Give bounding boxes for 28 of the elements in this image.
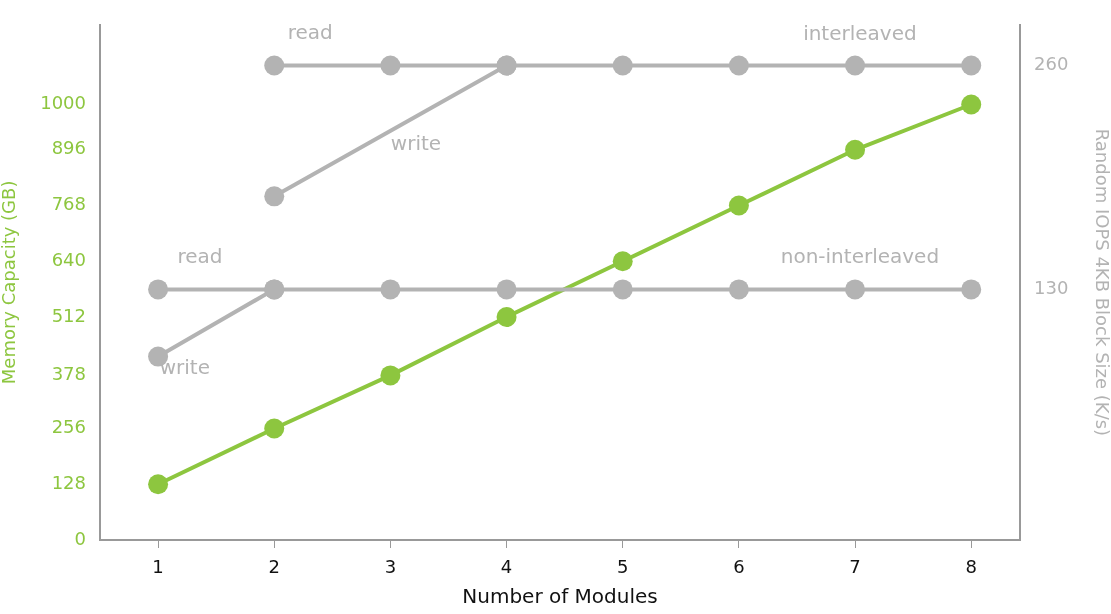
x-tick-label: 4 [500,556,513,578]
y-tick-label: 128 [51,471,86,493]
x-tick-label: 8 [965,556,977,578]
annotation: non-interleaved [780,243,940,268]
y-axis-title: Memory Capacity (GB) [0,180,20,385]
x-tick-label: 1 [152,556,164,578]
y2-tick-label: 130 [1034,277,1069,299]
series-label: read [177,243,223,268]
y-tick-label: 378 [51,363,86,385]
y2-axis-title: Random IOPS 4KB Block Size (K/s) [1091,128,1111,437]
series-label: read [287,19,333,44]
y-tick-label: 640 [51,248,86,270]
y-tick-label: 896 [51,137,86,159]
x-tick-label: 3 [384,556,397,578]
series-label: write [390,130,442,155]
x-tick-label: 2 [268,556,280,578]
y-tick-label: 256 [51,416,86,438]
series-label: write [159,355,210,380]
annotation: interleaved [803,21,917,46]
y-tick-label: 512 [51,304,86,326]
y-tick-label: 0 [74,527,86,549]
y2-tick-label: 260 [1034,53,1069,75]
y-tick-label: 768 [51,193,86,215]
x-axis-title: Number of Modules [462,584,658,609]
x-tick-label: 5 [617,556,629,578]
y-tick-label: 1000 [40,92,86,114]
x-tick-label: 7 [849,556,861,578]
x-tick-label: 6 [733,556,745,578]
